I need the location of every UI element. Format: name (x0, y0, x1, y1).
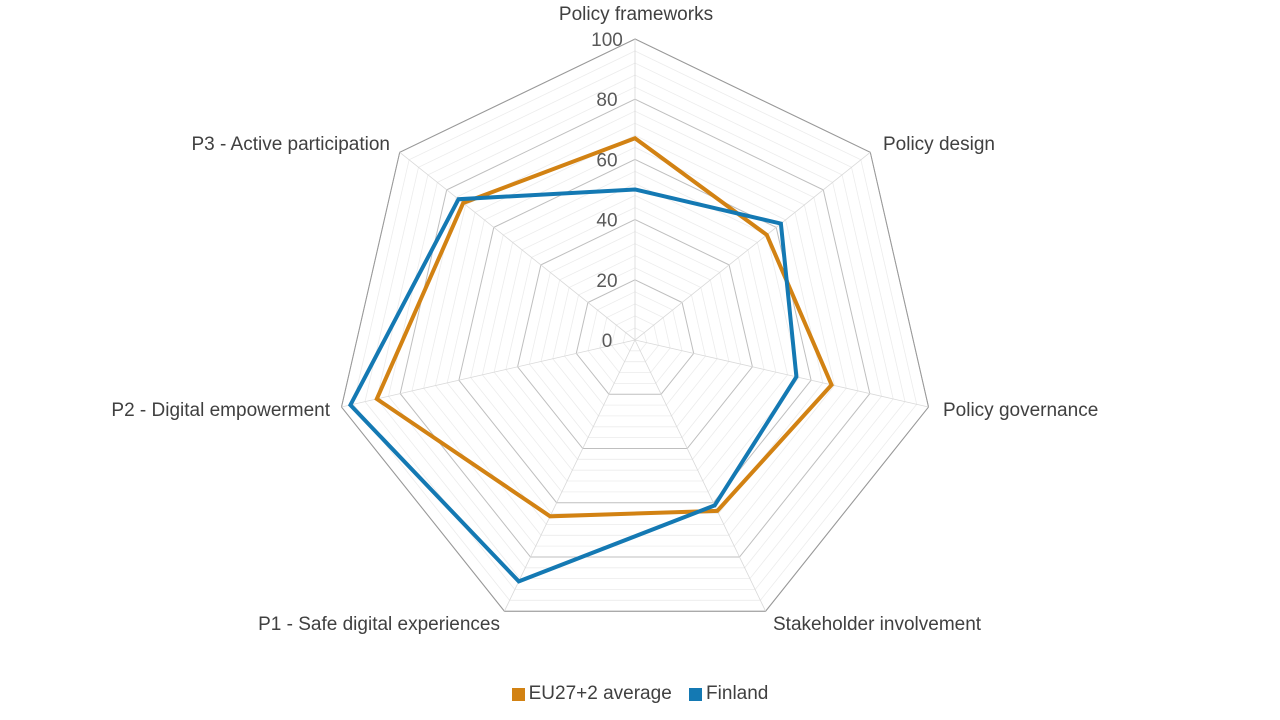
tick-label: 20 (596, 271, 617, 292)
grid-ring-minor (540, 243, 730, 428)
grid-ring-minor (564, 267, 706, 406)
grid-ring-minor (587, 291, 683, 384)
grid-ring-major (517, 219, 753, 449)
legend-swatch-finland (689, 687, 703, 701)
spoke (634, 339, 929, 408)
spoke (341, 339, 636, 408)
spoke (504, 339, 636, 612)
tick-label: 100 (591, 30, 623, 51)
axis-label: P3 - Active participation (191, 134, 390, 155)
legend-item-finland: Finland (689, 683, 768, 705)
axis-label: P2 - Digital empowerment (111, 400, 330, 421)
spoke (399, 151, 636, 341)
grid-ring-minor (376, 74, 894, 579)
axis-label: Stakeholder involvement (773, 614, 982, 635)
grid-ring-minor (411, 110, 859, 547)
grid-ring-major (399, 98, 871, 558)
grid-ring-minor (470, 170, 800, 493)
grid-ring-minor (364, 62, 906, 590)
legend-label-finland: Finland (706, 683, 769, 704)
grid-ring-outer (340, 38, 930, 612)
grid-ring-minor (505, 207, 765, 460)
axis-label: Policy frameworks (559, 4, 713, 25)
spoke (634, 339, 766, 612)
grid-ring-minor (622, 327, 648, 352)
grid-ring-minor (611, 315, 659, 363)
axis-label: Policy governance (943, 400, 1098, 421)
radar-series (347, 136, 834, 584)
spoke (634, 151, 871, 341)
grid-ring-major (575, 279, 695, 395)
axis-label: Policy design (883, 134, 995, 155)
grid-ring-minor (388, 86, 882, 569)
grid-ring-minor (481, 183, 789, 482)
legend-label-eu-average: EU27+2 average (528, 683, 672, 704)
tick-label: 0 (602, 331, 613, 352)
grid-ring-minor (528, 231, 742, 439)
tick-label: 40 (596, 211, 617, 232)
legend-swatch-eu-average (511, 687, 525, 701)
grid-ring-minor (599, 303, 671, 373)
radar-tick-labels: 0 20 40 60 80 100 (591, 30, 623, 352)
radar-axis-labels: Policy frameworks Policy design Policy gov… (111, 4, 1098, 635)
legend: EU27+2 average Finland (0, 683, 1280, 707)
grid-ring-minor (352, 50, 918, 601)
series-line-finland (347, 187, 799, 584)
tick-label: 60 (596, 150, 617, 171)
legend-item-eu-average: EU27+2 average (511, 683, 672, 705)
radar-spokes (341, 39, 929, 612)
axis-label: P1 - Safe digital experiences (258, 614, 500, 635)
grid-ring-minor (435, 134, 835, 525)
tick-label: 80 (596, 90, 617, 111)
grid-ring-minor (552, 255, 718, 417)
series-line-eu-average (374, 136, 834, 519)
grid-ring-minor (493, 195, 777, 471)
